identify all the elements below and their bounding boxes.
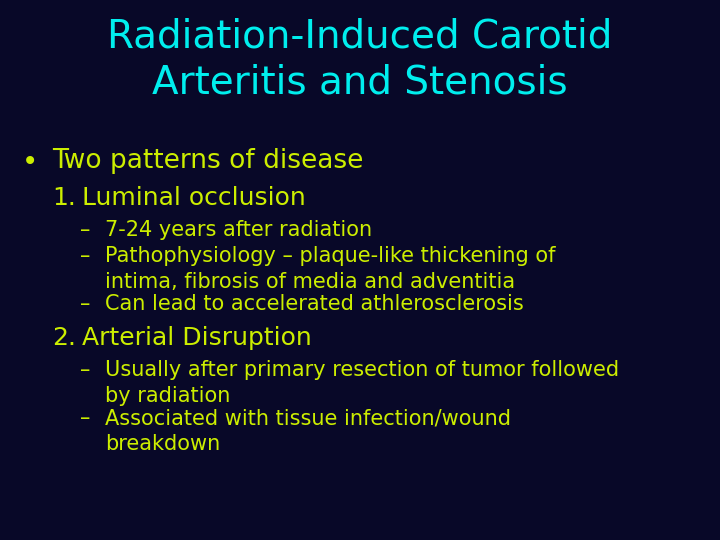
Text: Pathophysiology – plaque-like thickening of
intima, fibrosis of media and advent: Pathophysiology – plaque-like thickening… (105, 246, 556, 292)
Text: Arterial Disruption: Arterial Disruption (82, 326, 312, 350)
Text: 1.: 1. (52, 186, 76, 210)
Text: Luminal occlusion: Luminal occlusion (82, 186, 306, 210)
Text: Radiation-Induced Carotid
Arteritis and Stenosis: Radiation-Induced Carotid Arteritis and … (107, 18, 613, 102)
Text: –: – (80, 408, 91, 428)
Text: Two patterns of disease: Two patterns of disease (52, 148, 364, 174)
Text: •: • (22, 148, 38, 176)
Text: 2.: 2. (52, 326, 76, 350)
Text: Associated with tissue infection/wound
breakdown: Associated with tissue infection/wound b… (105, 408, 511, 454)
Text: –: – (80, 220, 91, 240)
Text: 7-24 years after radiation: 7-24 years after radiation (105, 220, 372, 240)
Text: Usually after primary resection of tumor followed
by radiation: Usually after primary resection of tumor… (105, 360, 619, 406)
Text: Can lead to accelerated athlerosclerosis: Can lead to accelerated athlerosclerosis (105, 294, 523, 314)
Text: –: – (80, 246, 91, 266)
Text: –: – (80, 360, 91, 380)
Text: –: – (80, 294, 91, 314)
